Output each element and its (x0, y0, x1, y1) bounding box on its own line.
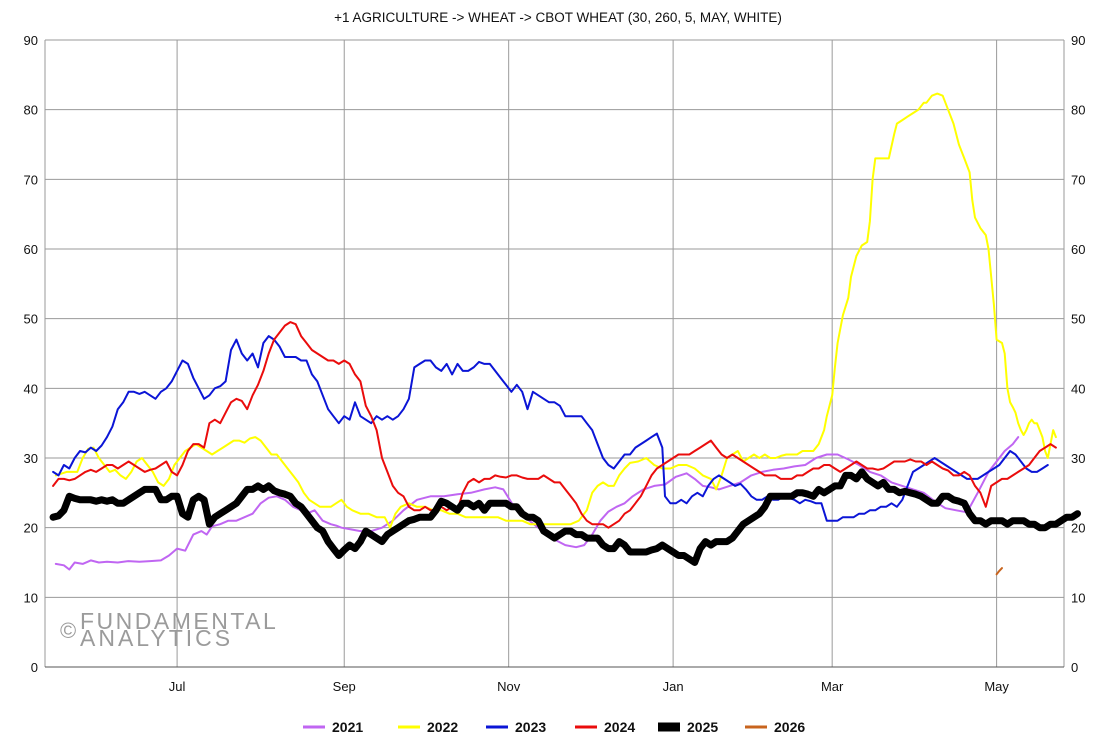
y-tick-label-left: 60 (24, 242, 38, 257)
legend-label-2022: 2022 (427, 719, 458, 735)
x-tick-label: Jul (169, 679, 186, 694)
chart-title: +1 AGRICULTURE -> WHEAT -> CBOT WHEAT (3… (334, 10, 782, 25)
series-line-2023 (52, 335, 1049, 522)
legend-swatch-2024 (575, 725, 597, 729)
legend-label-2021: 2021 (332, 719, 363, 735)
series-line-2024 (52, 321, 1057, 529)
legend-swatch-2025 (658, 722, 680, 732)
grid (44, 39, 1065, 668)
x-axis: Jul Sep Nov Jan Mar May (169, 679, 1010, 694)
y-tick-label-left: 10 (24, 590, 38, 605)
x-tick-label: Jan (663, 679, 684, 694)
y-tick-label-left: 70 (24, 172, 38, 187)
watermark-symbol: © (60, 618, 76, 643)
y-axis-right: 0 10 20 30 40 50 60 70 80 90 (1071, 33, 1085, 675)
x-tick-label: Nov (497, 679, 521, 694)
series-line-2021 (54, 436, 1020, 571)
watermark: © FUNDAMENTAL ANALYTICS (60, 608, 278, 651)
y-tick-label-right: 0 (1071, 660, 1078, 675)
legend-swatch-2023 (486, 725, 508, 729)
y-axis-left: 0 10 20 30 40 50 60 70 80 90 (24, 33, 38, 675)
x-tick-label: Mar (821, 679, 844, 694)
y-tick-label-right: 90 (1071, 33, 1085, 48)
y-tick-label-right: 20 (1071, 521, 1085, 536)
y-tick-label-right: 70 (1071, 172, 1085, 187)
series-layer (49, 92, 1081, 576)
legend-swatch-2022 (398, 725, 420, 729)
y-tick-label-left: 90 (24, 33, 38, 48)
legend-swatch-2026 (745, 725, 767, 729)
y-tick-label-right: 10 (1071, 590, 1085, 605)
y-tick-label-left: 80 (24, 103, 38, 118)
x-tick-label: Sep (333, 679, 356, 694)
y-tick-label-right: 30 (1071, 451, 1085, 466)
series-line-2025 (49, 468, 1081, 566)
series-line-2022 (54, 92, 1057, 529)
y-tick-label-right: 60 (1071, 242, 1085, 257)
y-tick-label-left: 0 (31, 660, 38, 675)
legend-label-2024: 2024 (604, 719, 635, 735)
watermark-line1: FUNDAMENTAL (80, 608, 278, 634)
y-tick-label-left: 40 (24, 381, 38, 396)
legend-label-2026: 2026 (774, 719, 805, 735)
y-tick-label-right: 80 (1071, 103, 1085, 118)
legend: 2021 2022 2023 2024 2025 2026 (303, 719, 805, 735)
legend-swatch-2021 (303, 725, 325, 729)
y-tick-label-left: 20 (24, 521, 38, 536)
y-tick-label-right: 50 (1071, 312, 1085, 327)
y-tick-label-left: 50 (24, 312, 38, 327)
series-line-2026 (995, 567, 1003, 576)
legend-label-2025: 2025 (687, 719, 718, 735)
watermark-line2: ANALYTICS (80, 625, 233, 651)
x-tick-label: May (984, 679, 1009, 694)
y-tick-label-left: 30 (24, 451, 38, 466)
legend-label-2023: 2023 (515, 719, 546, 735)
y-tick-label-right: 40 (1071, 381, 1085, 396)
